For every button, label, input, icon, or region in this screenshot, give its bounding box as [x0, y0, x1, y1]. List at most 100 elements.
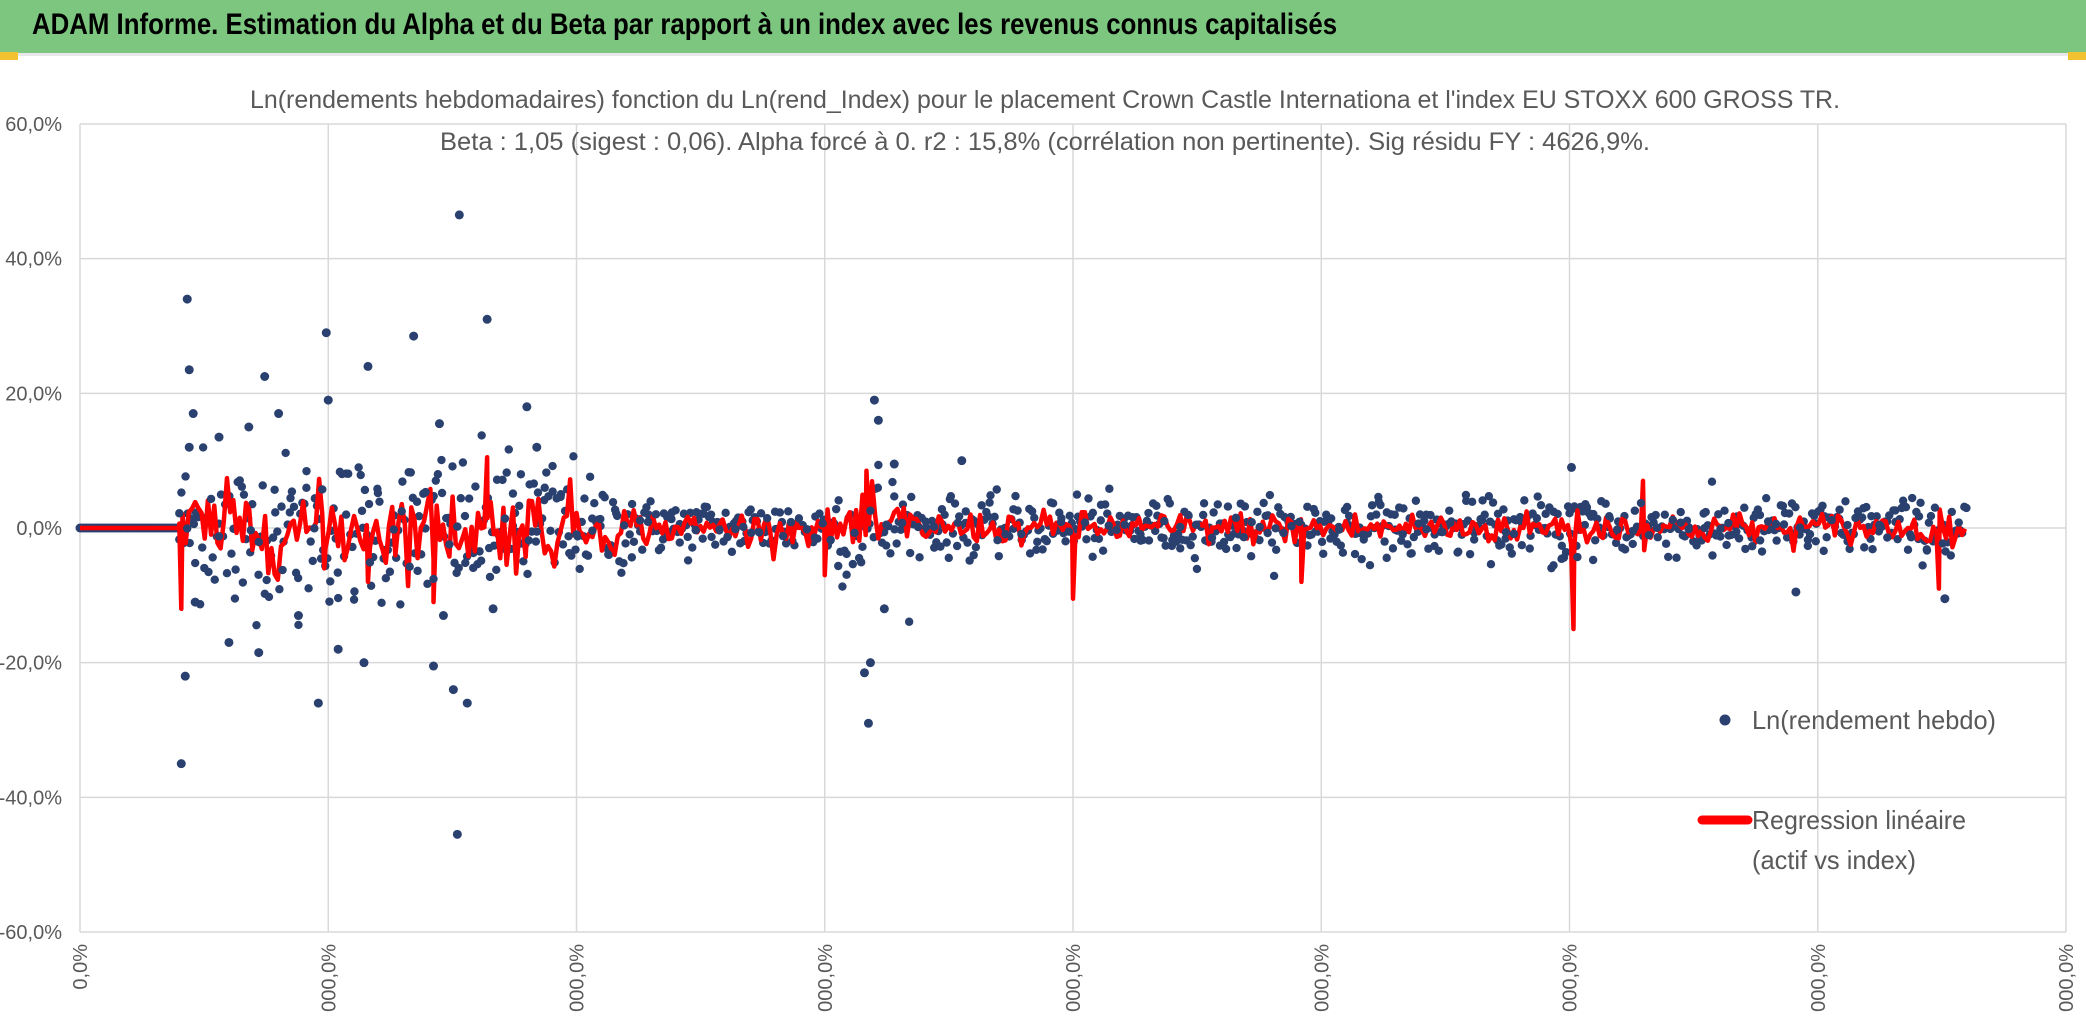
data-point — [1501, 534, 1510, 543]
data-point — [210, 575, 219, 584]
report-banner: ADAM Informe. Estimation du Alpha et du … — [0, 0, 2086, 56]
data-point-outlier — [190, 597, 200, 607]
data-point — [464, 494, 474, 503]
data-point — [1271, 545, 1281, 555]
data-point — [1778, 501, 1788, 511]
data-point — [433, 470, 443, 479]
data-point — [1611, 538, 1621, 548]
data-point — [1859, 504, 1868, 513]
data-point — [508, 489, 518, 498]
data-point-outlier — [176, 759, 186, 769]
data-point — [1795, 523, 1805, 532]
data-point — [1390, 510, 1399, 519]
data-point — [842, 549, 851, 559]
data-point — [707, 532, 716, 542]
data-point — [246, 526, 255, 535]
data-point — [302, 483, 311, 493]
data-point-outlier — [865, 658, 875, 668]
chart-legend: Ln(rendement hebdo) Regression linéaire … — [1697, 705, 1996, 875]
regression-line — [80, 455, 1968, 632]
data-point — [564, 532, 573, 541]
chart-subtitle: Beta : 1,05 (sigest : 0,06). Alpha forcé… — [440, 128, 1650, 156]
data-point — [1446, 518, 1455, 527]
data-point — [1841, 497, 1850, 506]
data-point — [656, 543, 666, 552]
data-point — [1819, 546, 1828, 556]
data-point — [1946, 551, 1956, 560]
data-point — [1430, 541, 1439, 551]
data-point — [1161, 541, 1170, 550]
data-point — [1415, 510, 1425, 519]
data-point — [198, 543, 207, 552]
data-point — [691, 525, 700, 535]
data-point — [604, 550, 613, 559]
data-point — [1485, 517, 1495, 526]
data-point — [567, 551, 576, 560]
data-point — [1061, 537, 1070, 546]
data-point — [397, 507, 406, 516]
data-point — [890, 525, 899, 534]
data-point — [739, 522, 748, 532]
data-point — [1734, 534, 1744, 543]
data-point-outlier — [184, 365, 194, 375]
data-point — [1365, 560, 1375, 570]
data-point — [1190, 553, 1200, 563]
data-point — [177, 488, 186, 497]
data-point — [548, 487, 557, 496]
data-point — [1536, 500, 1546, 510]
data-point — [1591, 536, 1600, 545]
data-point — [1136, 530, 1145, 539]
data-point — [413, 566, 422, 576]
data-point — [461, 558, 470, 568]
data-point — [1338, 548, 1348, 557]
data-point — [532, 527, 541, 536]
data-point — [1326, 514, 1336, 523]
banner-corner-left — [0, 52, 18, 60]
data-point — [237, 482, 247, 491]
data-point — [572, 530, 581, 539]
data-point — [286, 493, 295, 503]
data-point — [504, 445, 513, 454]
data-point — [515, 501, 524, 511]
data-point — [252, 620, 261, 630]
data-point — [350, 587, 359, 596]
y-tick-label: -20,0% — [0, 653, 62, 675]
data-point — [659, 509, 669, 518]
data-point — [1259, 498, 1268, 508]
y-tick-label: -40,0% — [0, 787, 62, 809]
data-point — [476, 556, 486, 565]
data-point — [612, 509, 621, 518]
data-point-outlier — [188, 409, 198, 419]
data-point — [222, 569, 232, 578]
data-point-outlier — [313, 698, 323, 708]
data-point-outlier — [448, 685, 458, 695]
data-point — [1541, 509, 1550, 519]
data-point — [1009, 505, 1018, 514]
data-point — [731, 524, 740, 534]
data-point — [190, 558, 200, 568]
data-point — [254, 570, 263, 579]
data-point — [1926, 511, 1936, 521]
data-point — [1962, 503, 1971, 513]
data-point — [558, 540, 568, 549]
data-point — [239, 490, 249, 499]
data-point — [1098, 546, 1108, 555]
data-point — [1199, 499, 1209, 508]
data-point — [1906, 533, 1916, 542]
data-point — [1082, 535, 1091, 544]
data-point — [1922, 546, 1932, 555]
data-point — [1520, 496, 1529, 505]
data-point — [270, 485, 279, 494]
data-point — [937, 505, 947, 514]
data-point — [969, 550, 978, 560]
legend-marker-points — [1719, 714, 1731, 726]
data-point — [1651, 510, 1660, 520]
data-point — [826, 535, 835, 545]
data-point — [1660, 510, 1670, 519]
data-point — [1104, 521, 1113, 530]
data-point — [1509, 529, 1519, 539]
data-point — [1192, 564, 1202, 574]
data-point — [953, 518, 963, 528]
data-point — [254, 537, 263, 547]
data-point — [1406, 549, 1415, 558]
